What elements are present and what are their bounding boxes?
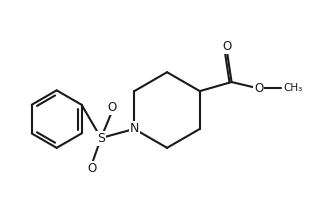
Text: S: S bbox=[97, 132, 105, 144]
Text: CH₃: CH₃ bbox=[283, 83, 302, 93]
Text: O: O bbox=[222, 40, 232, 53]
Text: O: O bbox=[254, 82, 263, 95]
Text: O: O bbox=[87, 162, 97, 175]
Text: O: O bbox=[107, 101, 116, 114]
Text: N: N bbox=[130, 122, 139, 135]
